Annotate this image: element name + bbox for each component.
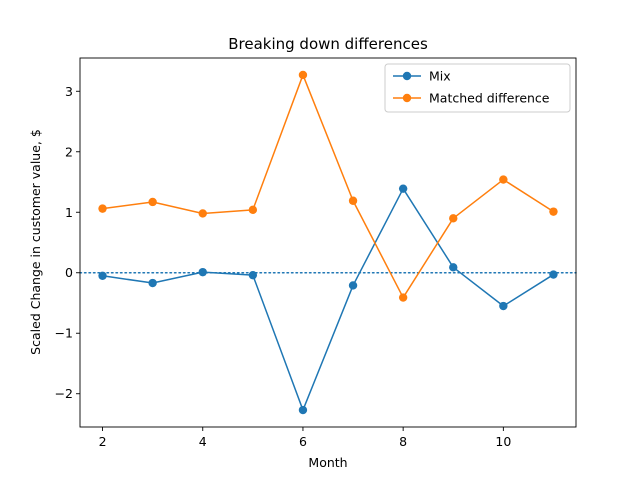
plot-area: 2 4 6 8 10 −2 −1 0 1 2 3: [55, 57, 577, 449]
y-tick-label: 2: [65, 144, 73, 159]
series-0-point: [549, 270, 558, 279]
chart-title: Breaking down differences: [228, 35, 428, 53]
y-axis-label: Scaled Change in customer value, $: [28, 129, 43, 355]
y-tick-label: 3: [65, 84, 73, 99]
y-tick-label: −1: [55, 326, 73, 341]
series-0-point: [198, 267, 207, 277]
series-1-point: [248, 205, 258, 215]
series-line-0: [102, 187, 554, 411]
legend-box: [384, 63, 571, 113]
legend: Mix Matched difference: [384, 63, 571, 113]
series-0-point: [98, 271, 107, 280]
x-tick-label: 2: [99, 434, 107, 449]
series-1-point: [148, 197, 157, 207]
axes-frame: [79, 57, 577, 428]
series-1-point: [98, 204, 107, 213]
legend-label-1: Matched difference: [429, 91, 550, 106]
series-1-point: [449, 214, 458, 223]
y-tick-label: −2: [55, 386, 73, 401]
series-1-point: [198, 209, 207, 218]
x-tick-label: 4: [199, 434, 207, 449]
x-tick-label: 10: [495, 434, 511, 449]
series-1-point: [499, 175, 508, 184]
series-0-point: [449, 263, 458, 272]
series-1-point: [398, 293, 408, 302]
series-0-point: [298, 405, 308, 415]
legend-label-0: Mix: [429, 69, 451, 84]
y-tick-label: 1: [65, 205, 73, 220]
series-1-point: [549, 207, 558, 216]
x-tick-label: 6: [299, 434, 307, 449]
x-axis-label: Month: [308, 455, 347, 470]
series-line-1: [102, 74, 554, 299]
series-0-point: [398, 184, 408, 193]
x-tick-label: 8: [399, 434, 407, 449]
series-0-point: [348, 281, 358, 290]
legend-marker-1: [402, 93, 412, 103]
series-0-point: [499, 301, 508, 311]
series-0-point: [248, 270, 258, 280]
series-0-point: [148, 278, 157, 288]
legend-marker-0: [402, 71, 412, 81]
y-tick-label: 0: [65, 265, 73, 280]
series-1-point: [348, 196, 358, 205]
series-1-point: [298, 70, 308, 80]
